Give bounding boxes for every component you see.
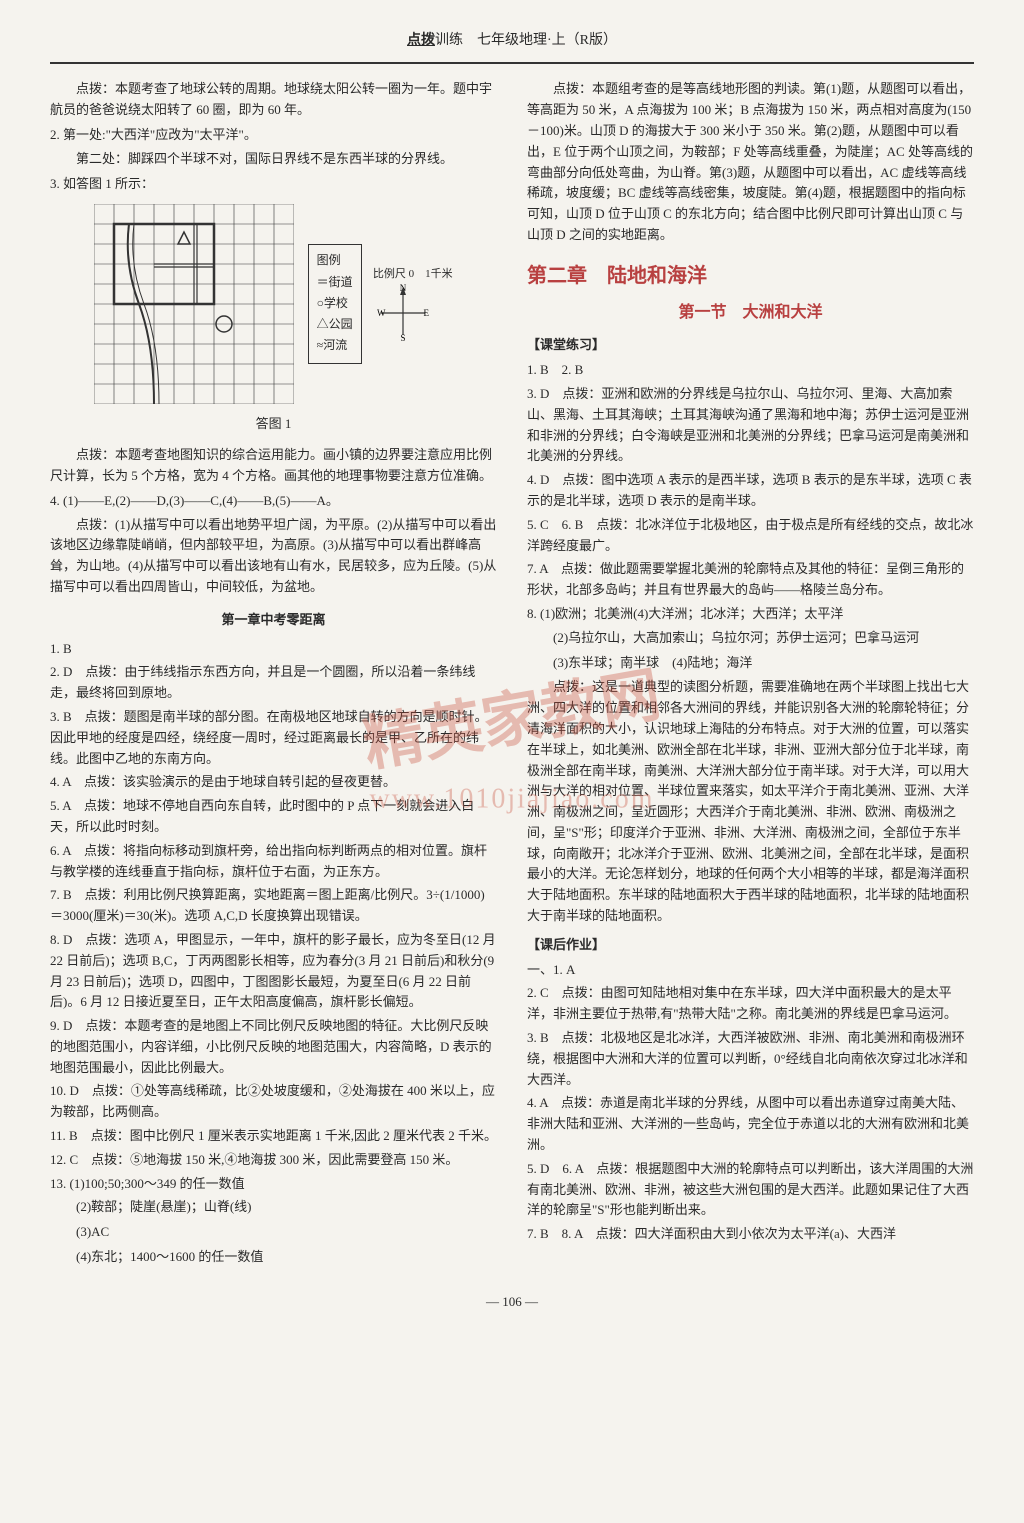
legend-title: 图例 xyxy=(317,251,353,270)
list-item: 9. D 点拨：本题考查的是地图上不同比例尺反映地图的特征。大比例尺反映的地图范… xyxy=(50,1016,497,1078)
map-grid-diagram xyxy=(94,204,294,404)
list-item: (2)乌拉尔山，大高加索山；乌拉尔河；苏伊士运河；巴拿马运河 xyxy=(527,628,974,649)
content-columns: 点拨：本题考查了地球公转的周期。地球绕太阳公转一圈为一年。题中宇航员的爸爸说绕太… xyxy=(50,79,974,1271)
list-item: 12. C 点拨：⑤地海拔 150 米,④地海拔 300 米，因此需要登高 15… xyxy=(50,1150,497,1171)
map-legend: 图例 ＝街道 ○学校 △公园 ≈河流 xyxy=(308,244,362,364)
page-container: 点拨训练 七年级地理·上（R版） 点拨：本题考查了地球公转的周期。地球绕太阳公转… xyxy=(0,0,1024,1333)
list-item: 5. A 点拨：地球不停地自西向东自转，此时图中的 P 点下一刻就会进入白天，所… xyxy=(50,796,497,838)
list-item: 4. A 点拨：赤道是南北半球的分界线，从图中可以看出赤道穿过南美大陆、非洲大陆… xyxy=(527,1093,974,1155)
chapter-title: 第二章 陆地和海洋 xyxy=(527,260,974,292)
header-prefix: 点拨 xyxy=(407,33,435,48)
list-item: 4. A 点拨：该实验演示的是由于地球自转引起的昼夜更替。 xyxy=(50,772,497,793)
list-item: 点拨：这是一道典型的读图分析题，需要准确地在两个半球图上找出七大洲、四大洋的位置… xyxy=(527,677,974,927)
list-item: 1. B xyxy=(50,639,497,660)
item-label: 4. xyxy=(50,493,63,508)
page-number: — 106 — xyxy=(50,1292,974,1313)
header-title: 七年级地理·上（R版） xyxy=(477,33,617,48)
legend-river: ≈河流 xyxy=(317,336,353,355)
page-header: 点拨训练 七年级地理·上（R版） xyxy=(50,30,974,64)
list-item: 13. (1)100;50;300～349 的任一数值 xyxy=(50,1174,497,1195)
list-item: 3. 如答图 1 所示： xyxy=(50,174,497,195)
legend-street: ＝街道 xyxy=(317,273,353,292)
list-item: 一、1. A xyxy=(527,960,974,981)
list-item: 5. D 6. A 点拨：根据题图中大洲的轮廓特点可以判断出，该大洋周围的大洲有… xyxy=(527,1159,974,1221)
list-item: 10. D 点拨：①处等高线稀疏，比②处坡度缓和，②处海拔在 400 米以上，应… xyxy=(50,1081,497,1123)
svg-text:E: E xyxy=(423,308,429,318)
text-block: 点拨：本题组考查的是等高线地形图的判读。第(1)题，从题图可以看出，等高距为 5… xyxy=(527,79,974,245)
svg-text:W: W xyxy=(377,308,386,318)
list-item: 3. B 点拨：题图是南半球的部分图。在南极地区地球自转的方向是顺时针。因此甲地… xyxy=(50,707,497,769)
scale-text: 比例尺 0 1千米 xyxy=(373,266,453,284)
item-label: 2. 第一处: xyxy=(50,127,106,142)
section-title: 第一章中考零距离 xyxy=(50,610,497,631)
list-item: 1. B 2. B xyxy=(527,360,974,381)
legend-park: △公园 xyxy=(317,315,353,334)
list-item: 8. (1)欧洲；北美洲(4)大洋洲；北冰洋；大西洋；太平洋 xyxy=(527,604,974,625)
list-item: 7. B 8. A 点拨：四大洋面积由大到小依次为太平洋(a)、大西洋 xyxy=(527,1224,974,1245)
text-block: 第二处：脚踩四个半球不对，国际日界线不是东西半球的分界线。 xyxy=(50,149,497,170)
sub-header: 【课堂练习】 xyxy=(527,335,974,356)
diagram-container: 图例 ＝街道 ○学校 △公园 ≈河流 比例尺 0 1千米 N S W xyxy=(50,204,497,404)
sub-header: 【课后作业】 xyxy=(527,935,974,956)
text-block: 点拨：本题考查了地球公转的周期。地球绕太阳公转一圈为一年。题中宇航员的爸爸说绕太… xyxy=(50,79,497,121)
legend-school: ○学校 xyxy=(317,294,353,313)
list-item: 7. B 点拨：利用比例尺换算距离，实地距离＝图上距离/比例尺。3÷(1/100… xyxy=(50,885,497,927)
svg-text:N: N xyxy=(400,283,407,293)
header-books: 训练 xyxy=(435,33,463,48)
list-item: 3. D 点拨：亚洲和欧洲的分界线是乌拉尔山、乌拉尔河、里海、大高加索山、黑海、… xyxy=(527,384,974,467)
item-text: 如答图 1 所示： xyxy=(63,176,154,191)
list-item: 4. D 点拨：图中选项 A 表示的是西半球，选项 B 表示的是东半球，选项 C… xyxy=(527,470,974,512)
text-block: 点拨：(1)从描写中可以看出地势平坦广阔，为平原。(2)从描写中可以看出该地区边… xyxy=(50,515,497,598)
compass-icon: N S W E xyxy=(373,283,433,343)
list-item: 2. C 点拨：由图可知陆地相对集中在东半球，四大洋中面积最大的是太平洋，非洲主… xyxy=(527,983,974,1025)
list-item: 4. (1)——E,(2)——D,(3)——C,(4)——B,(5)——A。 xyxy=(50,491,497,512)
list-item: 11. B 点拨：图中比例尺 1 厘米表示实地距离 1 千米,因此 2 厘米代表… xyxy=(50,1126,497,1147)
list-item: (4)东北；1400～1600 的任一数值 xyxy=(50,1247,497,1268)
item-text: "大西洋"应改为"太平洋"。 xyxy=(106,127,257,142)
item-label: 3. xyxy=(50,176,63,191)
list-item: (3)AC xyxy=(50,1222,497,1243)
item-text: (1)——E,(2)——D,(3)——C,(4)——B,(5)——A。 xyxy=(63,493,339,508)
left-column: 点拨：本题考查了地球公转的周期。地球绕太阳公转一圈为一年。题中宇航员的爸爸说绕太… xyxy=(50,79,497,1271)
list-item: 2. D 点拨：由于纬线指示东西方向，并且是一个圆圈，所以沿着一条纬线走，最终将… xyxy=(50,662,497,704)
scale-compass: 比例尺 0 1千米 N S W E xyxy=(373,266,453,344)
list-item: (2)鞍部；陡崖(悬崖)；山脊(线) xyxy=(50,1197,497,1218)
list-item: 8. D 点拨：选项 A，甲图显示，一年中，旗杆的影子最长，应为冬至日(12 月… xyxy=(50,930,497,1013)
list-item: 6. A 点拨：将指向标移动到旗杆旁，给出指向标判断两点的相对位置。旗杆与教学楼… xyxy=(50,841,497,883)
list-item: 5. C 6. B 点拨：北冰洋位于北极地区，由于极点是所有经线的交点，故北冰洋… xyxy=(527,515,974,557)
list-item: 2. 第一处:"大西洋"应改为"太平洋"。 xyxy=(50,125,497,146)
list-item: 3. B 点拨：北极地区是北冰洋，大西洋被欧洲、非洲、南北美洲和南极洲环绕，根据… xyxy=(527,1028,974,1090)
text-block: 点拨：本题考查地图知识的综合运用能力。画小镇的边界要注意应用比例尺计算，长为 5… xyxy=(50,445,497,487)
list-item: 7. A 点拨：做此题需要掌握北美洲的轮廓特点及其他的特征：呈倒三角形的形状，北… xyxy=(527,559,974,601)
svg-text:S: S xyxy=(400,333,405,343)
section-title-red: 第一节 大洲和大洋 xyxy=(527,300,974,326)
list-item: (3)东半球；南半球 (4)陆地；海洋 xyxy=(527,653,974,674)
figure-caption: 答图 1 xyxy=(50,414,497,435)
right-column: 点拨：本题组考查的是等高线地形图的判读。第(1)题，从题图可以看出，等高距为 5… xyxy=(527,79,974,1271)
